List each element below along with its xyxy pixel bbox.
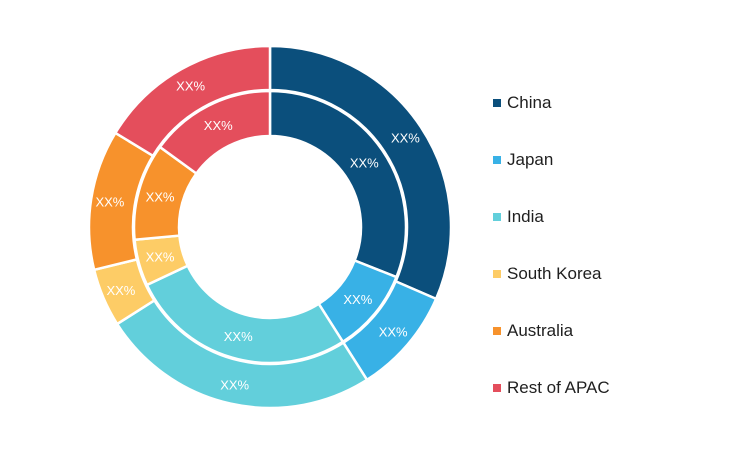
legend-swatch-south-korea xyxy=(493,269,501,278)
inner-label-india: XX% xyxy=(224,329,253,344)
legend-label-south-korea: South Korea xyxy=(507,263,602,283)
inner-label-south-korea: XX% xyxy=(146,250,175,265)
legend: China Japan India South Korea Australia … xyxy=(493,74,610,416)
legend-item-australia: Australia xyxy=(493,302,610,359)
legend-swatch-india xyxy=(493,212,501,221)
inner-label-rest-of-apac: XX% xyxy=(204,118,233,133)
legend-item-japan: Japan xyxy=(493,131,610,188)
legend-item-rest-of-apac: Rest of APAC xyxy=(493,359,610,416)
inner-slice-china xyxy=(268,89,408,279)
legend-item-india: India xyxy=(493,188,610,245)
inner-slice-rest-of-apac xyxy=(158,89,272,176)
legend-label-china: China xyxy=(507,92,552,112)
inner-ring xyxy=(132,89,408,365)
outer-label-china: XX% xyxy=(391,131,420,146)
legend-label-rest-of-apac: Rest of APAC xyxy=(507,377,610,397)
inner-label-china: XX% xyxy=(350,155,379,170)
outer-label-india: XX% xyxy=(220,378,249,393)
legend-item-china: China xyxy=(493,74,610,131)
legend-swatch-australia xyxy=(493,326,501,335)
legend-label-japan: Japan xyxy=(507,149,554,169)
legend-swatch-china xyxy=(493,98,501,107)
legend-swatch-japan xyxy=(493,155,501,164)
inner-label-australia: XX% xyxy=(146,189,175,204)
outer-label-south-korea: XX% xyxy=(106,283,135,298)
legend-label-australia: Australia xyxy=(507,320,574,340)
outer-label-australia: XX% xyxy=(95,195,124,210)
outer-ring xyxy=(87,44,453,410)
legend-swatch-rest-of-apac xyxy=(493,383,501,392)
outer-label-japan: XX% xyxy=(379,325,408,340)
outer-label-rest-of-apac: XX% xyxy=(176,78,205,93)
inner-label-japan: XX% xyxy=(343,292,372,307)
slice-labels: XX% XX% XX% XX% XX% XX% XX% XX% XX% XX% XX% XX% xyxy=(95,78,420,392)
legend-item-south-korea: South Korea xyxy=(493,245,610,302)
legend-label-india: India xyxy=(507,206,544,226)
